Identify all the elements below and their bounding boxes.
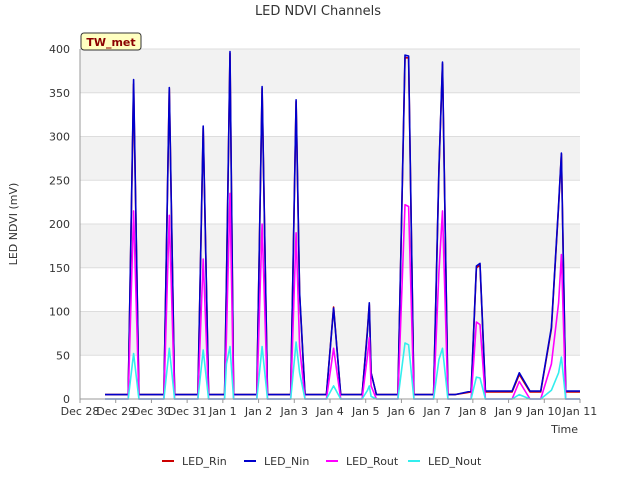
- plot-band: [80, 224, 580, 268]
- x-tick-label: Jan 11: [562, 405, 597, 418]
- y-tick-label: 150: [49, 262, 70, 275]
- x-tick-label: Jan 1: [208, 405, 236, 418]
- x-tick-label: Jan 3: [280, 405, 308, 418]
- y-tick-label: 250: [49, 174, 70, 187]
- legend-label: LED_Rout: [346, 455, 399, 468]
- x-axis-label: Time: [550, 423, 578, 436]
- x-tick-label: Jan 9: [494, 405, 522, 418]
- y-tick-label: 350: [49, 87, 70, 100]
- legend-label: LED_Rin: [182, 455, 227, 468]
- legend-label: LED_Nout: [428, 455, 482, 468]
- chart-title: LED NDVI Channels: [255, 4, 381, 19]
- legend: LED_Rin LED_Nin LED_Rout LED_Nout: [162, 455, 482, 468]
- legend-label: LED_Nin: [264, 455, 309, 468]
- x-tick-label: Jan 10: [526, 405, 561, 418]
- y-tick-label: 0: [63, 393, 70, 406]
- y-axis-label: LED NDVI (mV): [7, 183, 20, 266]
- station-tag-label: TW_met: [86, 36, 135, 49]
- y-tick-labels: 0 50 100 150 200 250 300 350 400: [49, 43, 70, 406]
- plot-band: [80, 136, 580, 181]
- x-tick-label: Jan 4: [315, 405, 343, 418]
- y-tick-label: 400: [49, 43, 70, 56]
- x-tick-label: Dec 28: [61, 405, 100, 418]
- y-tick-label: 100: [49, 306, 70, 319]
- x-tick-label: Dec 29: [96, 405, 135, 418]
- y-tick-label: 200: [49, 218, 70, 231]
- x-tick-label: Dec 31: [168, 405, 207, 418]
- y-tick-label: 50: [56, 349, 70, 362]
- x-tick-label: Jan 5: [351, 405, 379, 418]
- y-tick-label: 300: [49, 131, 70, 144]
- station-tag-box: [80, 32, 142, 51]
- x-tick-label: Jan 8: [458, 405, 486, 418]
- series-line-led-nin: [105, 50, 580, 396]
- x-tick-label: Jan 2: [244, 405, 272, 418]
- x-tick-label: Dec 30: [132, 405, 171, 418]
- station-tag: TW_met: [80, 32, 142, 51]
- x-tick-label: Jan 7: [422, 405, 450, 418]
- plot-band: [80, 49, 580, 93]
- x-tick-label: Jan 6: [387, 405, 415, 418]
